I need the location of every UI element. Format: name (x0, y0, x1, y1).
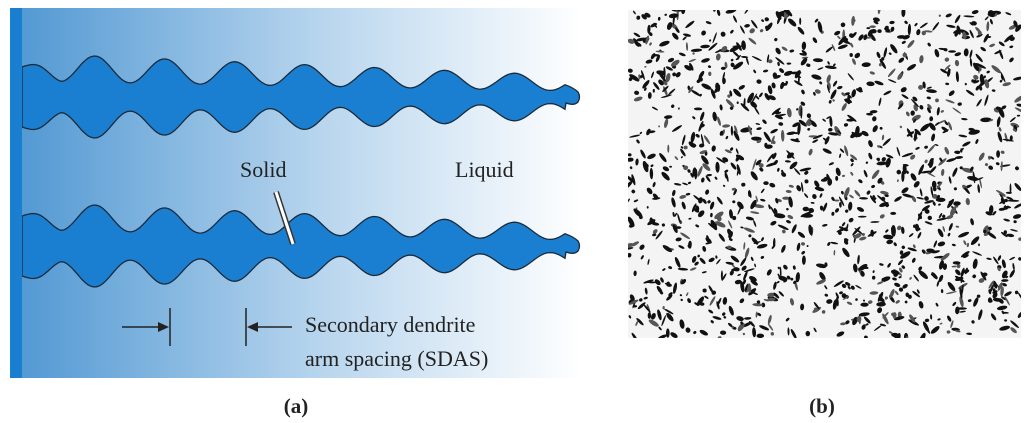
interdendritic-phase (648, 312, 651, 319)
sdas-label-line2: arm spacing (SDAS) (305, 346, 488, 371)
panel-a: Solid Liquid Secondary dendrite arm spac… (10, 8, 582, 418)
solid-label: Solid (240, 157, 286, 182)
interdendritic-phase (948, 50, 956, 53)
interdendritic-phase (764, 143, 767, 148)
caption-b: (b) (809, 394, 835, 418)
sdas-label-line1: Secondary dendrite (305, 312, 475, 337)
figure: Solid Liquid Secondary dendrite arm spac… (0, 0, 1028, 423)
interdendritic-phase (978, 31, 982, 36)
interdendritic-phase (717, 216, 722, 221)
interdendritic-phase (799, 18, 801, 25)
interdendritic-phase (666, 328, 670, 337)
interdendritic-phase (1010, 183, 1012, 193)
interdendritic-phase (803, 207, 809, 212)
interdendritic-phase (978, 243, 980, 246)
interdendritic-phase (763, 181, 768, 185)
panel-b: (b) (624, 6, 1026, 418)
interdendritic-phase (667, 145, 669, 153)
interdendritic-phase (790, 278, 793, 281)
interdendritic-phase (860, 303, 868, 307)
caption-a: (a) (284, 394, 309, 418)
mold-wall (10, 8, 22, 378)
liquid-label: Liquid (455, 157, 514, 182)
interdendritic-phase (866, 27, 870, 29)
interdendritic-phase (890, 212, 896, 215)
